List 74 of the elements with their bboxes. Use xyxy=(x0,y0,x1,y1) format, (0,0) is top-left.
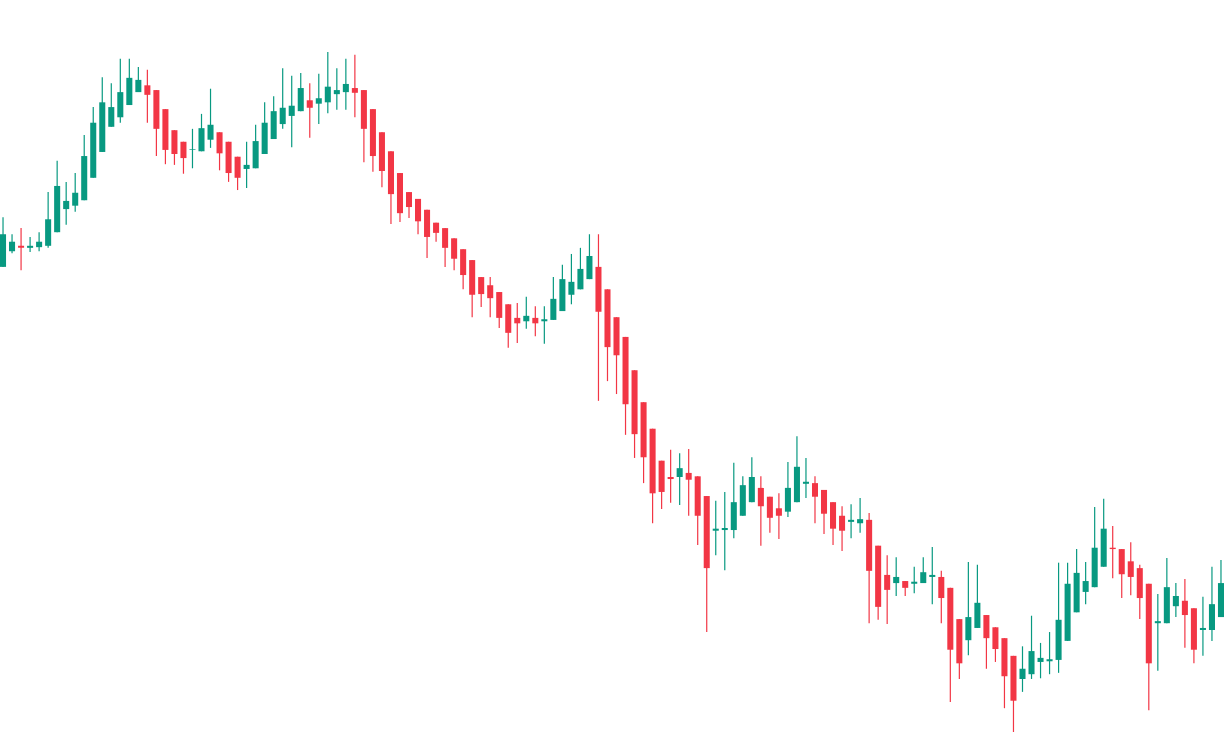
candlestick xyxy=(884,554,891,625)
candlestick xyxy=(1127,541,1134,596)
candlestick xyxy=(144,69,151,124)
candlestick xyxy=(306,82,313,139)
candlestick xyxy=(243,141,250,189)
candlestick xyxy=(478,276,485,308)
candlestick xyxy=(568,253,575,305)
candlestick xyxy=(712,500,719,556)
candlestick xyxy=(811,475,819,524)
candlestick xyxy=(857,497,864,534)
candlestick xyxy=(216,131,223,171)
candlestick xyxy=(18,227,25,271)
candlestick xyxy=(757,475,764,547)
candlestick xyxy=(180,141,187,175)
candlestick xyxy=(415,198,422,235)
candlestick xyxy=(135,66,142,93)
candlestick xyxy=(802,457,809,499)
candlestick xyxy=(288,75,295,148)
candlestick xyxy=(721,491,728,571)
candlestick xyxy=(920,556,927,584)
candlestick xyxy=(405,191,413,219)
candlestick xyxy=(451,237,458,271)
candlestick xyxy=(577,247,584,290)
candlestick xyxy=(839,505,846,552)
candlestick xyxy=(315,73,322,125)
candlestick xyxy=(442,227,449,268)
candlestick xyxy=(667,449,674,504)
candlestick xyxy=(1037,642,1044,679)
candlestick xyxy=(351,54,358,118)
candlestick xyxy=(9,233,16,254)
candlestick xyxy=(775,492,782,540)
candlestick xyxy=(324,51,331,114)
candlestick xyxy=(297,72,304,112)
candlestick xyxy=(541,305,548,345)
candlestick xyxy=(279,67,286,130)
candlestick xyxy=(1082,561,1089,605)
candlestick xyxy=(929,546,936,605)
candlestick xyxy=(685,448,692,517)
candlestick xyxy=(983,614,990,670)
candlestick xyxy=(342,58,349,111)
candlestick xyxy=(514,302,521,344)
candlestick xyxy=(72,172,79,213)
candlestick xyxy=(784,461,791,518)
candlestick xyxy=(938,570,945,624)
candlestick xyxy=(911,566,918,594)
candlestick xyxy=(1181,578,1188,649)
candlestick xyxy=(965,561,972,656)
candlestick xyxy=(108,82,115,128)
candlestick xyxy=(523,296,530,330)
candlestick xyxy=(189,128,196,169)
candlestick xyxy=(333,67,340,111)
candlestick xyxy=(848,503,855,539)
candlestick xyxy=(1019,645,1026,693)
candlestick xyxy=(586,233,593,280)
candlestick xyxy=(1028,615,1035,680)
candlestick xyxy=(171,129,178,166)
candlestick xyxy=(207,88,214,149)
candlestick xyxy=(766,496,773,534)
candlestick xyxy=(676,452,683,506)
candlestick xyxy=(820,489,828,535)
candlestick xyxy=(1046,631,1053,675)
candlestick xyxy=(234,156,241,191)
candlestick xyxy=(27,236,34,253)
candlestick xyxy=(532,305,539,337)
candlestick xyxy=(893,556,900,597)
candlestick xyxy=(1199,596,1206,657)
candlestick xyxy=(63,181,70,226)
candlestick xyxy=(198,113,205,152)
candlestick xyxy=(1154,593,1161,672)
candlestick xyxy=(550,276,557,321)
candlestick xyxy=(487,276,494,318)
candlestick xyxy=(36,231,43,252)
candlestick xyxy=(1172,582,1179,618)
candlestick xyxy=(992,626,999,663)
